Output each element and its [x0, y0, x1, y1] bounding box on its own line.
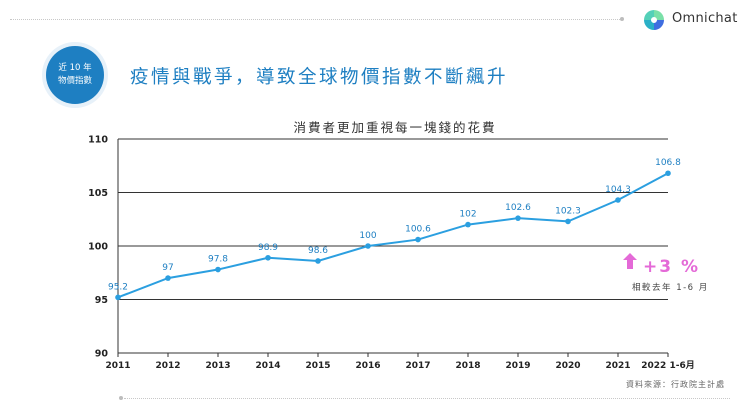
data-label: 104.3 — [605, 185, 631, 195]
x-tick-label: 2014 — [255, 361, 280, 371]
page-headline: 疫情與戰爭，導致全球物價指數不斷飆升 — [130, 67, 509, 88]
y-tick-label: 90 — [95, 349, 109, 360]
y-tick-label: 95 — [95, 295, 108, 306]
x-tick-label: 2017 — [405, 361, 430, 371]
data-point — [115, 294, 121, 301]
x-tick-label: 2021 — [605, 361, 630, 371]
y-tick-label: 110 — [88, 135, 108, 146]
data-point — [665, 170, 671, 177]
data-point — [215, 266, 221, 273]
omnichat-logo-icon — [644, 10, 664, 30]
data-source: 資料來源：行政院主計處 — [626, 380, 725, 389]
y-tick-label: 105 — [88, 188, 108, 199]
data-point — [615, 197, 621, 203]
data-point — [315, 258, 321, 264]
data-label: 102.6 — [505, 203, 531, 213]
data-label: 95.2 — [108, 282, 128, 292]
brand-name: Omnichat — [672, 11, 738, 26]
chart-axes: 90 95 100 105 110 2011 2012 2013 2014 2015 2016 201… — [88, 135, 695, 372]
up-arrow-icon — [623, 253, 637, 269]
x-tick-label: 2011 — [105, 361, 130, 371]
bottom-decorative-rule — [124, 398, 730, 399]
data-point — [165, 275, 171, 281]
data-point — [265, 254, 271, 261]
yoy-change-note: 相較去年 1-6 月 — [632, 283, 709, 293]
data-label: 102 — [459, 210, 476, 220]
yoy-change-value: +3 % — [643, 257, 701, 277]
data-label: 100 — [359, 231, 376, 241]
x-tick-label: 2016 — [355, 361, 380, 371]
x-tick-label: 2020 — [555, 361, 580, 371]
period-badge: 近 10 年 物價指數 — [46, 46, 104, 104]
series-line — [117, 172, 669, 299]
top-rule-endpoint — [620, 17, 624, 21]
data-point — [565, 218, 571, 225]
data-label: 97.8 — [208, 255, 228, 265]
badge-line-2: 物價指數 — [57, 76, 92, 86]
x-tick-label: 2022 1-6月 — [641, 360, 694, 371]
x-tick-label: 2012 — [155, 361, 180, 371]
top-decorative-rule — [10, 19, 620, 20]
data-point — [515, 215, 521, 221]
data-label: 97 — [162, 263, 173, 273]
x-tick-label: 2018 — [455, 361, 480, 371]
data-point — [365, 243, 371, 249]
x-tick-label: 2019 — [505, 361, 530, 371]
data-point — [415, 236, 421, 243]
bottom-rule-endpoint — [119, 396, 123, 400]
chart-series: 95.2 97 97.8 98.9 98.6 100 100.6 102 102.6 102.3 1… — [108, 158, 681, 301]
data-label: 98.6 — [308, 246, 328, 256]
x-tick-label: 2015 — [305, 361, 330, 371]
data-label: 100.6 — [405, 225, 431, 235]
x-tick-label: 2013 — [205, 361, 230, 371]
data-label: 98.9 — [258, 243, 278, 253]
data-label: 102.3 — [555, 206, 581, 216]
data-point — [465, 221, 471, 228]
chart-gridlines — [118, 138, 668, 354]
y-tick-label: 100 — [88, 242, 108, 253]
badge-line-1: 近 10 年 — [58, 63, 92, 73]
data-label: 106.8 — [655, 158, 681, 168]
chart-title: 消費者更加重視每一塊錢的花費 — [293, 120, 496, 135]
